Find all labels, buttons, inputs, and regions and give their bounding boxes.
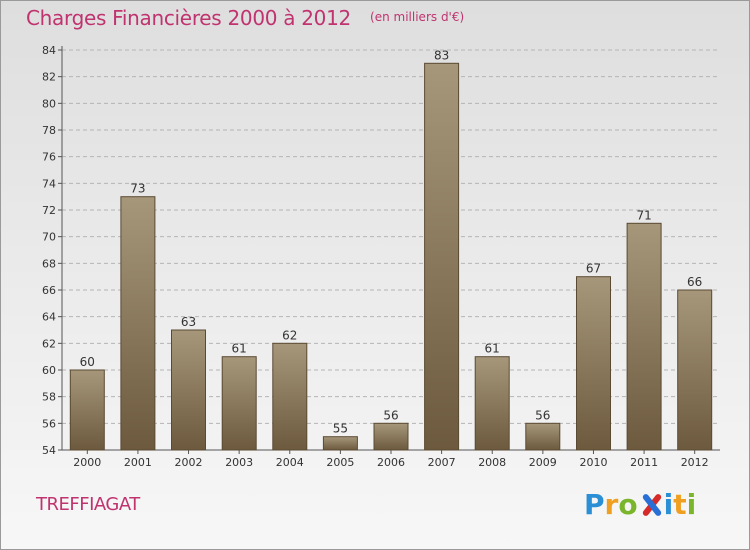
bar — [677, 289, 713, 451]
x-tick-label: 2010 — [580, 456, 608, 469]
bar — [120, 196, 156, 451]
y-tick-label: 74 — [42, 177, 56, 190]
bar — [69, 369, 105, 451]
data-label: 55 — [333, 422, 348, 436]
x-tick-label: 2009 — [529, 456, 557, 469]
data-label: 61 — [485, 342, 500, 356]
commune-name: TREFFIAGAT — [36, 494, 140, 515]
data-label: 61 — [232, 342, 247, 356]
y-tick-label: 60 — [42, 364, 56, 377]
y-tick-label: 70 — [42, 231, 56, 244]
x-tick-label: 2003 — [225, 456, 253, 469]
data-label: 60 — [80, 355, 95, 369]
data-label: 71 — [636, 208, 651, 222]
y-gridlines — [58, 49, 720, 451]
y-tick-label: 68 — [42, 257, 56, 270]
bar — [171, 329, 206, 451]
y-tick-label: 80 — [42, 97, 56, 110]
chart-title: Charges Financières 2000 à 2012 — [26, 6, 351, 30]
y-tick-label: 72 — [42, 204, 56, 217]
y-tick-label: 82 — [42, 71, 56, 84]
x-tick-label: 2006 — [377, 456, 405, 469]
data-label: 67 — [586, 262, 601, 276]
y-tick-label: 66 — [42, 284, 56, 297]
x-tick-label: 2002 — [175, 456, 203, 469]
y-tick-labels: 54 56 58 60 62 64 66 68 70 72 74 76 78 80 82 84 — [42, 44, 56, 457]
title-row: Charges Financières 2000 à 2012 (en mill… — [26, 6, 464, 30]
bar — [322, 436, 358, 451]
bar — [373, 422, 409, 451]
y-tick-label: 54 — [42, 444, 56, 457]
x-tick-label: 2005 — [326, 456, 354, 469]
x-tick-label: 2007 — [428, 456, 456, 469]
logo-x-mark — [639, 492, 663, 518]
y-tick-label: 64 — [42, 311, 56, 324]
bar — [424, 62, 460, 451]
x-tick-label: 2011 — [630, 456, 658, 469]
logo-letter: t — [673, 488, 687, 521]
data-label: 56 — [535, 408, 550, 422]
data-label: 63 — [181, 315, 196, 329]
logo-letter: i — [686, 488, 697, 521]
y-tick-label: 62 — [42, 337, 56, 350]
bar — [221, 356, 257, 451]
x-tick-labels: 2000 2001 2002 2003 2004 2005 2006 2007 2008 2009… — [73, 450, 709, 469]
y-tick-label: 58 — [42, 391, 56, 404]
data-label: 73 — [130, 182, 145, 196]
bar — [474, 356, 510, 451]
logo-letter: P — [584, 488, 605, 521]
bars — [69, 62, 713, 451]
data-label: 83 — [434, 48, 449, 62]
x-tick-label: 2000 — [73, 456, 101, 469]
logo-letter: r — [604, 488, 619, 521]
logo-letter: i — [663, 488, 674, 521]
bar — [626, 222, 662, 451]
y-tick-label: 78 — [42, 124, 56, 137]
logo-letter: o — [618, 488, 638, 521]
data-labels: 60 73 63 61 62 55 56 83 61 56 67 71 66 — [80, 48, 703, 435]
bar — [525, 422, 561, 451]
data-label: 62 — [282, 328, 297, 342]
y-tick-label: 76 — [42, 151, 56, 164]
proxiti-logo: Pro iti — [584, 488, 696, 521]
bar — [272, 342, 308, 451]
x-tick-label: 2012 — [681, 456, 709, 469]
x-tick-label: 2001 — [124, 456, 152, 469]
x-tick-label: 2004 — [276, 456, 304, 469]
chart-subtitle: (en milliers d'€) — [370, 10, 465, 24]
y-tick-label: 56 — [42, 417, 56, 430]
data-label: 66 — [687, 275, 702, 289]
x-tick-label: 2008 — [478, 456, 506, 469]
bar — [576, 276, 611, 451]
y-tick-label: 84 — [42, 44, 56, 57]
data-label: 56 — [383, 408, 398, 422]
